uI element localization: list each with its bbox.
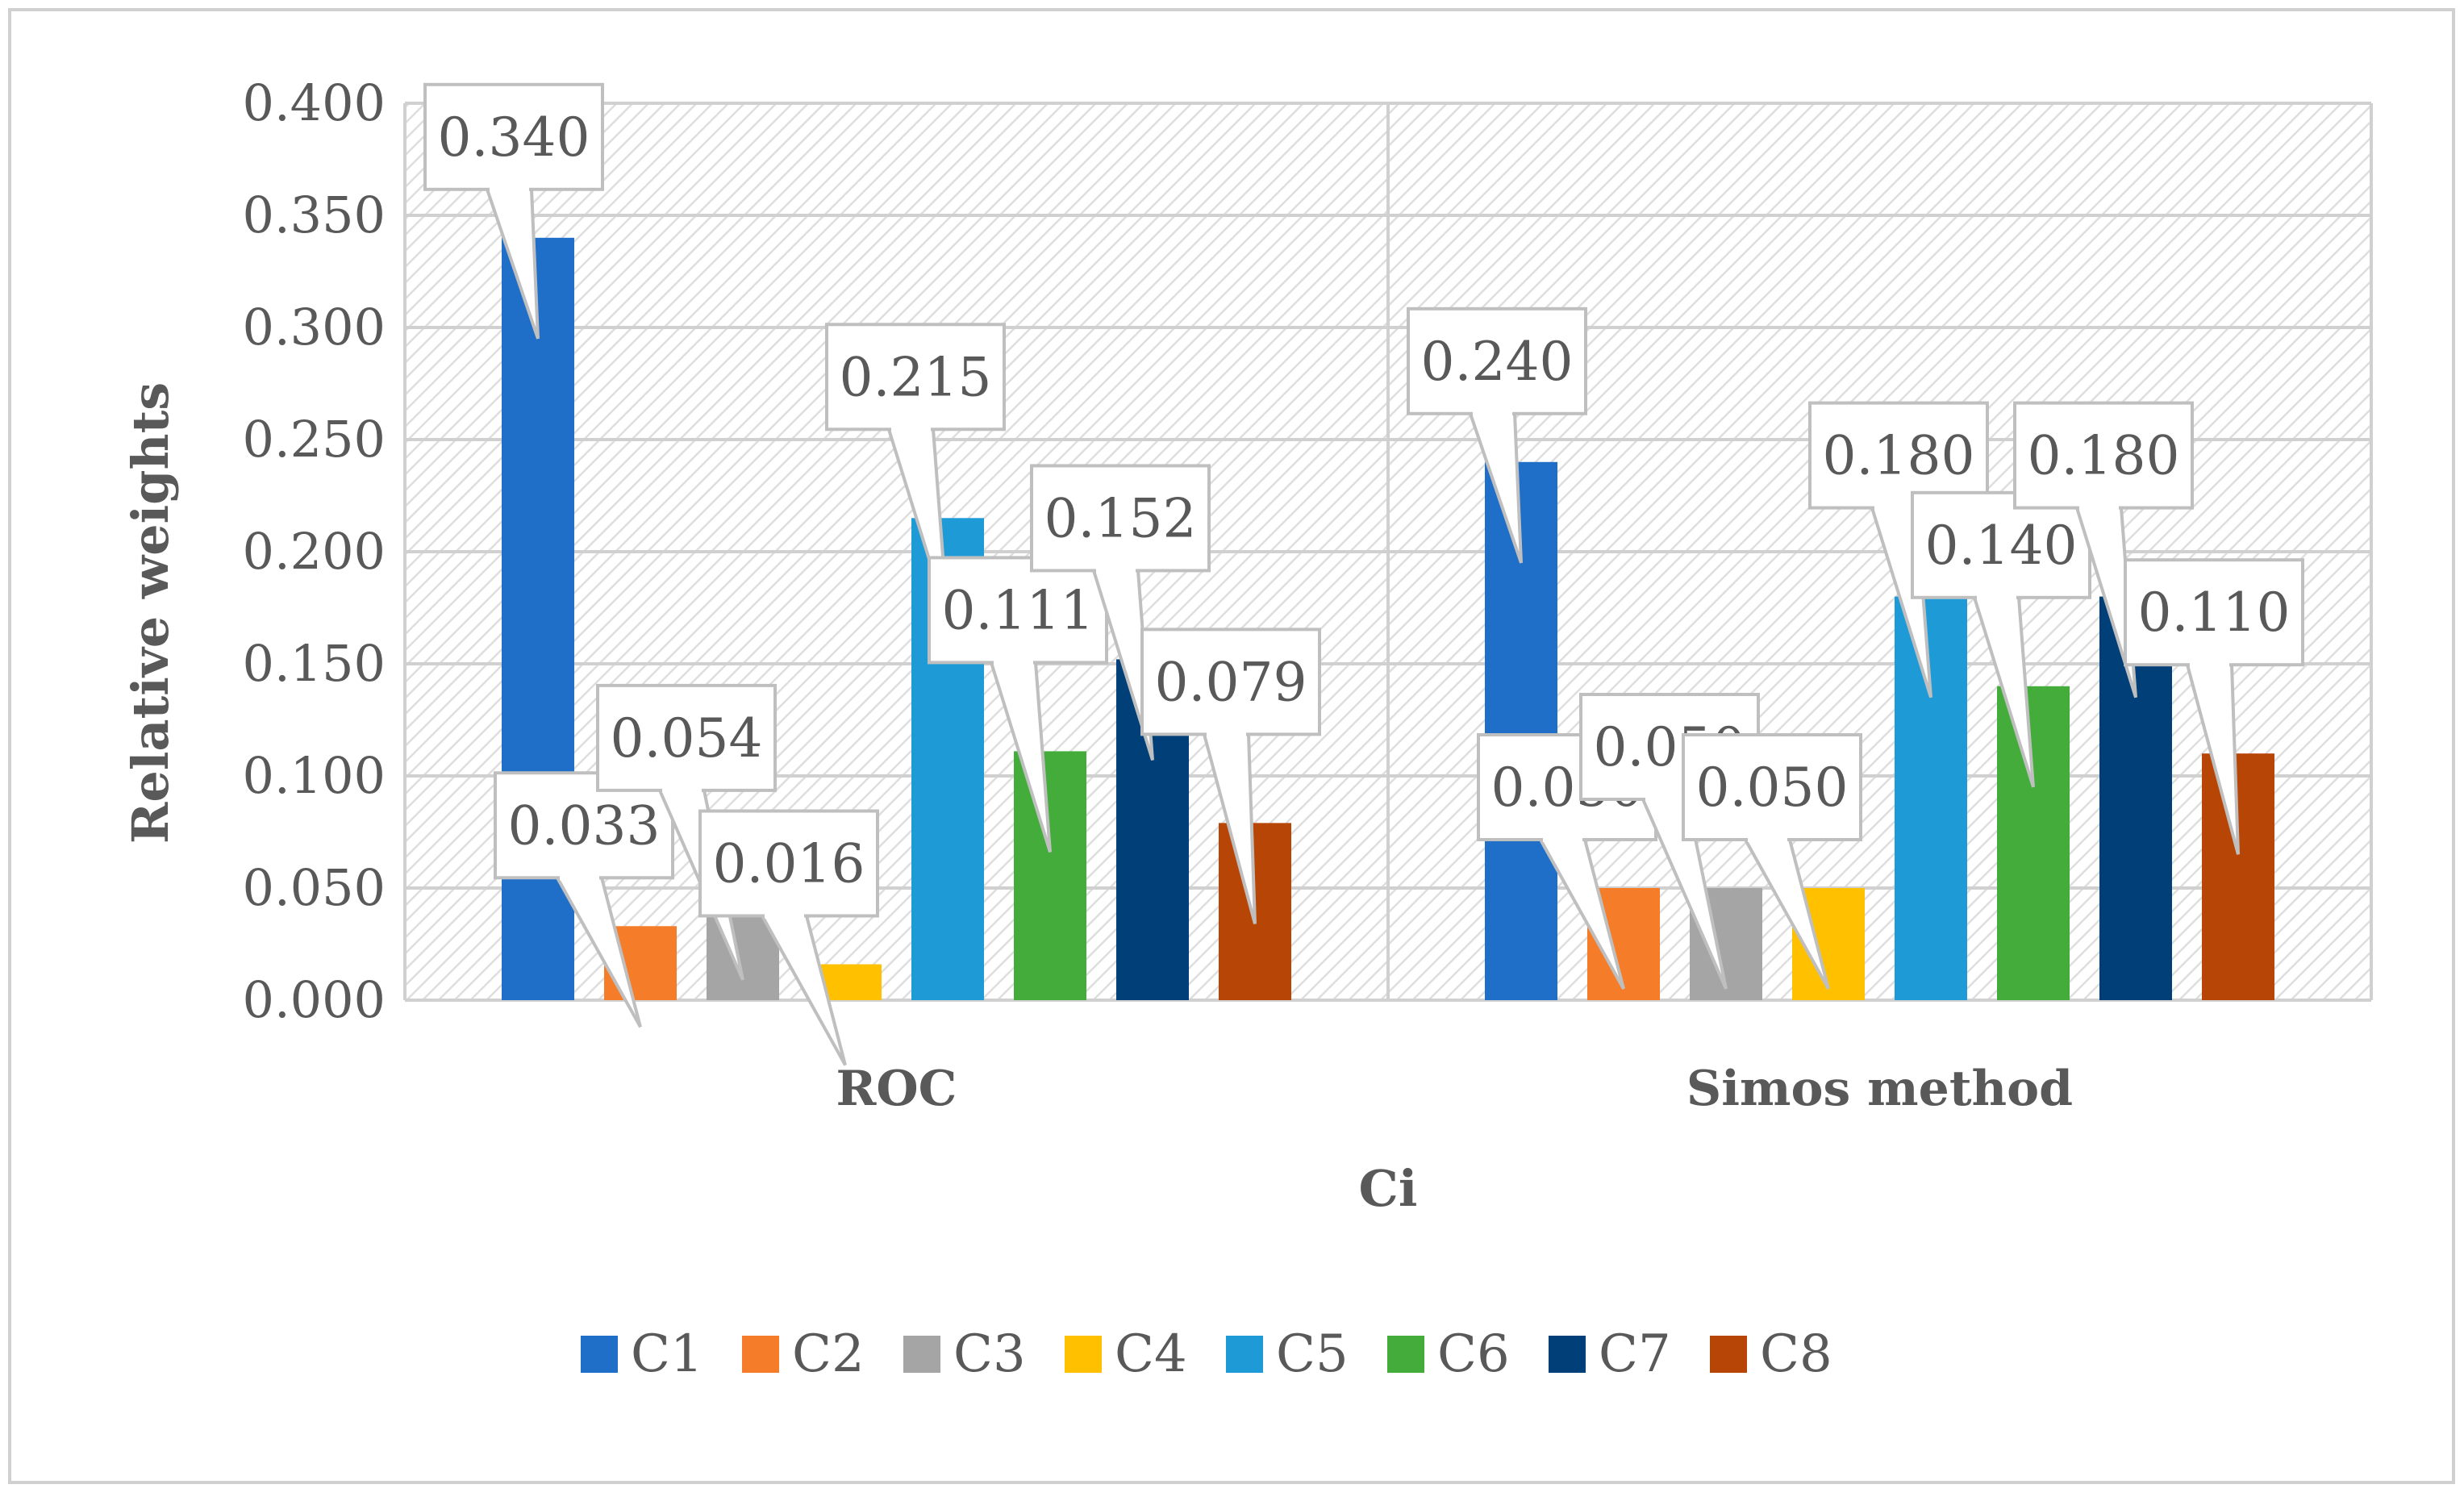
x-axis-title: Ci xyxy=(1359,1159,1418,1218)
legend-label-c2: C2 xyxy=(792,1324,865,1384)
legend-swatch-c4 xyxy=(1065,1336,1102,1373)
y-tick-label: 0.400 xyxy=(243,73,386,132)
data-label-box xyxy=(1911,490,2091,599)
y-tick-label: 0.350 xyxy=(243,186,386,244)
y-axis-title: Relative weights xyxy=(121,382,180,844)
category-label: Simos method xyxy=(1686,1061,2073,1117)
data-label-box xyxy=(1407,306,1587,415)
data-label: 0.033 xyxy=(508,794,661,857)
bar-c6-simos xyxy=(1997,686,2070,1000)
data-label-pointer-joint xyxy=(1977,594,2016,600)
data-label: 0.152 xyxy=(1044,487,1197,549)
data-label-box xyxy=(423,82,604,191)
data-label-box xyxy=(1682,733,1862,841)
y-tick-label: 0.100 xyxy=(243,746,386,805)
bar-c8-simos xyxy=(2202,753,2274,1000)
y-tick-label: 0.250 xyxy=(243,410,386,469)
data-label-pointer-joint xyxy=(662,787,702,793)
legend-swatch-c2 xyxy=(742,1336,779,1373)
data-label: 0.016 xyxy=(713,833,865,895)
data-label: 0.340 xyxy=(438,106,590,169)
data-label-pointer-joint xyxy=(1543,837,1582,842)
data-label-pointer-joint xyxy=(891,427,931,432)
data-label-pointer-joint xyxy=(765,913,804,919)
data-label-pointer-joint xyxy=(2190,662,2229,668)
legend-label-c6: C6 xyxy=(1437,1324,1510,1384)
data-label-pointer-joint xyxy=(994,660,1033,665)
y-tick-label: 0.300 xyxy=(243,298,386,357)
data-label-pointer-joint xyxy=(2079,505,2119,511)
data-label: 0.240 xyxy=(1421,331,1574,393)
y-tick-label: 0.050 xyxy=(243,858,386,917)
data-label: 0.079 xyxy=(1155,651,1307,713)
data-label: 0.111 xyxy=(942,579,1094,641)
legend-label-c3: C3 xyxy=(953,1324,1026,1384)
legend: C1 C2 C3 C4 C5 C6 C7 C8 xyxy=(581,1324,1832,1384)
legend-label-c8: C8 xyxy=(1760,1324,1832,1384)
data-labels: 0.340 0.033 0.054 0.016 0.215 0.111 0.152 0.079… xyxy=(423,82,2304,1066)
legend-swatch-c1 xyxy=(581,1336,618,1373)
data-label-box xyxy=(928,556,1108,665)
data-label-pointer-joint xyxy=(490,186,529,192)
category-labels: ROC Simos method xyxy=(836,1061,2074,1117)
bar-c6-roc xyxy=(1014,751,1086,1000)
data-label-box xyxy=(825,323,1006,432)
legend-swatch-c6 xyxy=(1387,1336,1424,1373)
data-label-box xyxy=(1140,628,1321,736)
bar-c5-simos xyxy=(1895,596,1967,1000)
data-label-pointer-joint xyxy=(560,875,599,881)
data-label-box xyxy=(1030,464,1211,573)
legend-swatch-c8 xyxy=(1710,1336,1747,1373)
y-tick-label: 0.200 xyxy=(243,522,386,581)
data-label-pointer-joint xyxy=(1473,411,1512,416)
data-label: 0.215 xyxy=(840,346,992,408)
data-label-box xyxy=(596,683,777,792)
category-label: ROC xyxy=(836,1061,957,1117)
data-label: 0.110 xyxy=(2138,582,2291,644)
legend-swatch-c7 xyxy=(1549,1336,1586,1373)
y-tick-label: 0.150 xyxy=(243,634,386,693)
data-label-box xyxy=(2013,401,2194,510)
data-label-pointer-joint xyxy=(1874,505,1914,511)
data-label-pointer-joint xyxy=(1096,568,1136,573)
data-label-pointer-joint xyxy=(1645,797,1685,802)
data-label: 0.180 xyxy=(2028,425,2180,487)
legend-label-c4: C4 xyxy=(1115,1324,1187,1384)
data-label-pointer-joint xyxy=(1207,732,1246,737)
data-label-pointer-joint xyxy=(1748,837,1787,842)
y-axis-ticks: 0.000 0.050 0.100 0.150 0.200 0.250 0.300 0.350… xyxy=(243,73,386,1029)
legend-label-c5: C5 xyxy=(1276,1324,1349,1384)
legend-label-c1: C1 xyxy=(631,1324,703,1384)
data-label: 0.050 xyxy=(1696,757,1849,819)
data-label: 0.140 xyxy=(1925,515,2078,577)
y-tick-label: 0.000 xyxy=(243,970,386,1029)
data-label-box xyxy=(1808,401,1989,510)
legend-label-c7: C7 xyxy=(1599,1324,1671,1384)
legend-swatch-c5 xyxy=(1226,1336,1263,1373)
data-label: 0.180 xyxy=(1823,425,1975,487)
legend-swatch-c3 xyxy=(903,1336,940,1373)
data-label: 0.054 xyxy=(611,707,763,769)
data-label-box xyxy=(2124,558,2304,667)
